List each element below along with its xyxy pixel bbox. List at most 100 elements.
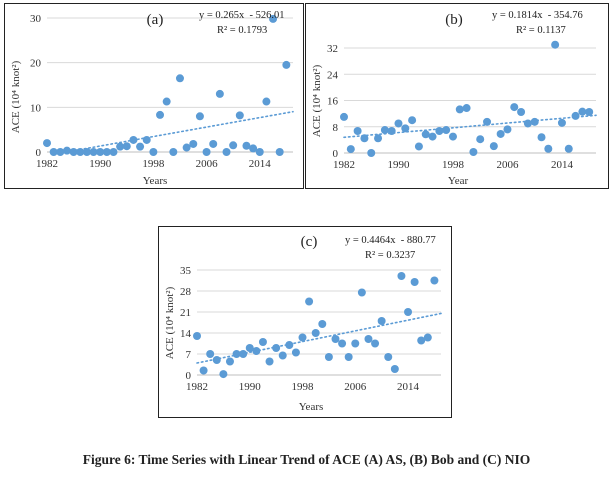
data-point <box>489 142 498 151</box>
y-axis-title: ACE (10⁴ knot²) <box>311 64 323 137</box>
y-tick-label: 14 <box>180 328 192 340</box>
data-point <box>149 148 158 156</box>
y-tick-label: 8 <box>333 122 339 134</box>
data-point <box>408 116 417 125</box>
x-axis-title: Years <box>143 175 168 187</box>
data-point <box>483 117 492 126</box>
data-point <box>229 141 238 150</box>
panel-label-c: (c) <box>301 234 318 250</box>
data-point <box>278 351 287 360</box>
data-point <box>390 365 399 373</box>
data-point <box>56 148 65 156</box>
data-point <box>371 339 380 348</box>
r-squared-label: R² = 0.1793 <box>217 25 267 36</box>
data-point <box>116 142 125 151</box>
data-point <box>374 134 383 143</box>
data-point <box>212 356 221 364</box>
chart-c-svg: 0 7 14 21 28 35 1982 1990 1998 2006 2014 (c) y = 0.4… <box>164 234 442 413</box>
y-tick-label: 10 <box>30 102 42 114</box>
data-point <box>346 145 355 154</box>
data-point <box>162 97 171 106</box>
data-point <box>585 107 594 116</box>
x-axis-title: Years <box>299 401 324 413</box>
x-tick-label: 1982 <box>186 381 208 393</box>
y-tick-label: 24 <box>327 69 339 81</box>
data-point <box>169 148 178 156</box>
data-point <box>510 103 519 112</box>
data-point <box>102 148 111 156</box>
data-point <box>351 339 360 348</box>
trend-equation: y = 0.1814x - 354.76 <box>492 10 583 21</box>
x-tick-label: 1990 <box>387 159 410 171</box>
data-point <box>142 135 151 144</box>
y-tick-label: 20 <box>30 58 42 70</box>
data-point <box>564 144 573 153</box>
y-tick-label: 35 <box>180 265 192 277</box>
chart-panel-a: 0 10 20 30 1982 1990 1998 2006 2014 (a) y = 0.265x… <box>4 3 304 189</box>
y-tick-label: 32 <box>327 43 338 55</box>
data-point <box>496 129 505 138</box>
data-point <box>275 148 284 156</box>
data-point <box>364 335 373 343</box>
x-tick-label: 1998 <box>442 159 465 171</box>
data-point <box>384 353 393 361</box>
data-point <box>209 139 218 148</box>
data-point <box>476 135 485 144</box>
y-tick-label: 0 <box>36 147 42 159</box>
data-point <box>503 125 512 134</box>
data-point <box>249 144 258 153</box>
chart-a-svg: 0 10 20 30 1982 1990 1998 2006 2014 (a) y = 0.265x… <box>10 10 294 187</box>
y-tick-label: 28 <box>180 286 192 298</box>
data-point <box>557 118 566 127</box>
r-squared-label: R² = 0.3237 <box>365 250 415 261</box>
data-point <box>82 148 91 156</box>
data-point <box>235 111 244 120</box>
data-point <box>62 146 71 155</box>
data-point <box>414 142 423 151</box>
panel-label-a: (a) <box>147 12 164 28</box>
trend-line <box>343 114 597 139</box>
x-tick-label: 1982 <box>333 159 355 171</box>
y-tick-label: 0 <box>186 370 192 382</box>
data-point <box>193 332 201 340</box>
data-point <box>397 272 406 280</box>
data-point <box>258 338 267 346</box>
data-point <box>338 339 347 348</box>
data-point <box>469 148 478 157</box>
data-point <box>430 276 439 285</box>
data-point <box>423 333 432 342</box>
data-point <box>182 143 191 152</box>
y-tick-label: 21 <box>180 307 191 319</box>
x-tick-label: 2014 <box>397 381 420 393</box>
x-tick-label: 1990 <box>239 381 262 393</box>
data-point <box>537 133 546 142</box>
data-point <box>43 139 51 148</box>
x-tick-label: 1990 <box>89 158 112 170</box>
data-point <box>136 142 145 151</box>
y-axis-title: ACE (10⁴ knot²) <box>10 60 22 133</box>
data-point <box>245 344 254 352</box>
data-point <box>311 329 320 337</box>
data-point <box>219 370 228 379</box>
data-point <box>455 105 464 114</box>
data-point <box>242 141 251 150</box>
data-point <box>544 144 553 153</box>
data-point <box>324 353 333 361</box>
data-point <box>156 110 165 119</box>
trend-line <box>196 312 442 364</box>
data-point <box>109 148 118 156</box>
y-axis-title: ACE (10⁴ knot²) <box>164 286 176 359</box>
data-point <box>282 60 291 69</box>
data-point <box>222 148 231 156</box>
data-point <box>357 288 366 297</box>
data-point <box>291 348 300 357</box>
data-point <box>285 341 294 349</box>
x-tick-label: 1998 <box>292 381 315 393</box>
data-point <box>530 117 539 126</box>
data-point <box>122 142 131 151</box>
trend-equation: y = 0.265x - 526.01 <box>199 10 285 21</box>
chart-panel-b: 0 8 16 24 32 1982 1990 1998 2006 2014 (b) y = 0.181… <box>305 3 609 189</box>
x-tick-label: 2006 <box>344 381 367 393</box>
data-point <box>215 89 224 98</box>
trend-line <box>65 110 294 153</box>
